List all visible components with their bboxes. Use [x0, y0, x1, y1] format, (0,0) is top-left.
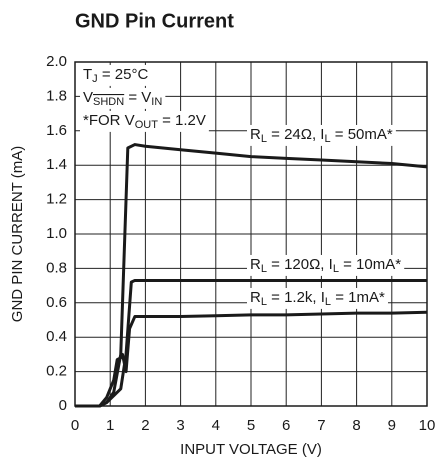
- y-tick-label: 0.8: [46, 259, 67, 276]
- series-label: RL​ = 120Ω, IL​ = 10mA*: [250, 256, 401, 275]
- annotation: VSHDN​ = VIN​: [83, 89, 162, 108]
- x-tick-label: 7: [317, 417, 325, 434]
- label-background: [80, 110, 209, 132]
- text-part: L: [261, 133, 267, 145]
- text-part: = V: [124, 89, 151, 106]
- text-part: = 1mA*: [331, 289, 385, 306]
- y-tick-label: 0.4: [46, 328, 67, 345]
- text-part: L: [325, 296, 331, 308]
- text-part: OUT: [135, 119, 159, 131]
- text-part: = 50mA*: [331, 126, 393, 143]
- y-tick-label: 1.4: [46, 156, 67, 173]
- text-part: L: [333, 263, 339, 275]
- text-part: L: [261, 296, 267, 308]
- y-tick-label: 1.0: [46, 225, 67, 242]
- label-background: [247, 124, 396, 146]
- text-part: = 25°C: [98, 66, 149, 83]
- y-tick-label: 0.6: [46, 294, 67, 311]
- x-tick-label: 5: [247, 417, 255, 434]
- text-part: L: [261, 263, 267, 275]
- y-tick-label: 0.2: [46, 363, 67, 380]
- x-tick-label: 3: [176, 417, 184, 434]
- text-part: = 10mA*: [339, 256, 401, 273]
- text-part: R: [250, 256, 261, 273]
- text-part: = 1.2k, I: [267, 289, 325, 306]
- y-axis-label: GND PIN CURRENT (mA): [9, 146, 26, 322]
- text-part: = 24Ω, I: [267, 126, 325, 143]
- text-part: V: [83, 89, 93, 106]
- x-tick-label: 2: [141, 417, 149, 434]
- x-tick-label: 10: [419, 417, 436, 434]
- y-tick-label: 0: [59, 397, 67, 414]
- line-series: [75, 278, 427, 408]
- y-tick-label: 1.8: [46, 87, 67, 104]
- x-tick-label: 1: [106, 417, 114, 434]
- text-part: R: [250, 126, 261, 143]
- x-tick-label: 4: [212, 417, 220, 434]
- label-background: [80, 64, 152, 86]
- label-background: [80, 87, 166, 109]
- line-series: [75, 143, 428, 408]
- annotation: TJ​ = 25°C: [83, 66, 148, 85]
- x-tick-label: 0: [71, 417, 79, 434]
- text-part: *FOR V: [83, 112, 135, 129]
- line-series: [75, 310, 428, 408]
- text-part: R: [250, 289, 261, 306]
- series-label: RL​ = 24Ω, IL​ = 50mA*: [250, 126, 393, 145]
- label-background: [247, 254, 405, 276]
- x-axis-label: INPUT VOLTAGE (V): [180, 441, 322, 458]
- text-part: J: [92, 73, 98, 85]
- y-tick-label: 1.6: [46, 122, 67, 139]
- text-part: = 120Ω, I: [267, 256, 333, 273]
- text-part: L: [324, 133, 330, 145]
- text-part: = 1.2V: [158, 112, 206, 129]
- chart-title: GND Pin Current: [75, 10, 234, 32]
- plot-frame: [74, 61, 428, 407]
- text-part: T: [83, 66, 92, 83]
- annotation: *FOR VOUT​ = 1.2V: [83, 112, 206, 131]
- x-tick-label: 9: [388, 417, 396, 434]
- text-part: IN: [151, 96, 162, 108]
- y-tick-label: 2.0: [46, 53, 67, 70]
- label-background: [247, 287, 388, 309]
- y-tick-label: 1.2: [46, 191, 67, 208]
- text-part: SHDN: [93, 96, 124, 108]
- series-label: RL​ = 1.2k, IL​ = 1mA*: [250, 289, 385, 308]
- x-tick-label: 8: [352, 417, 360, 434]
- x-tick-label: 6: [282, 417, 290, 434]
